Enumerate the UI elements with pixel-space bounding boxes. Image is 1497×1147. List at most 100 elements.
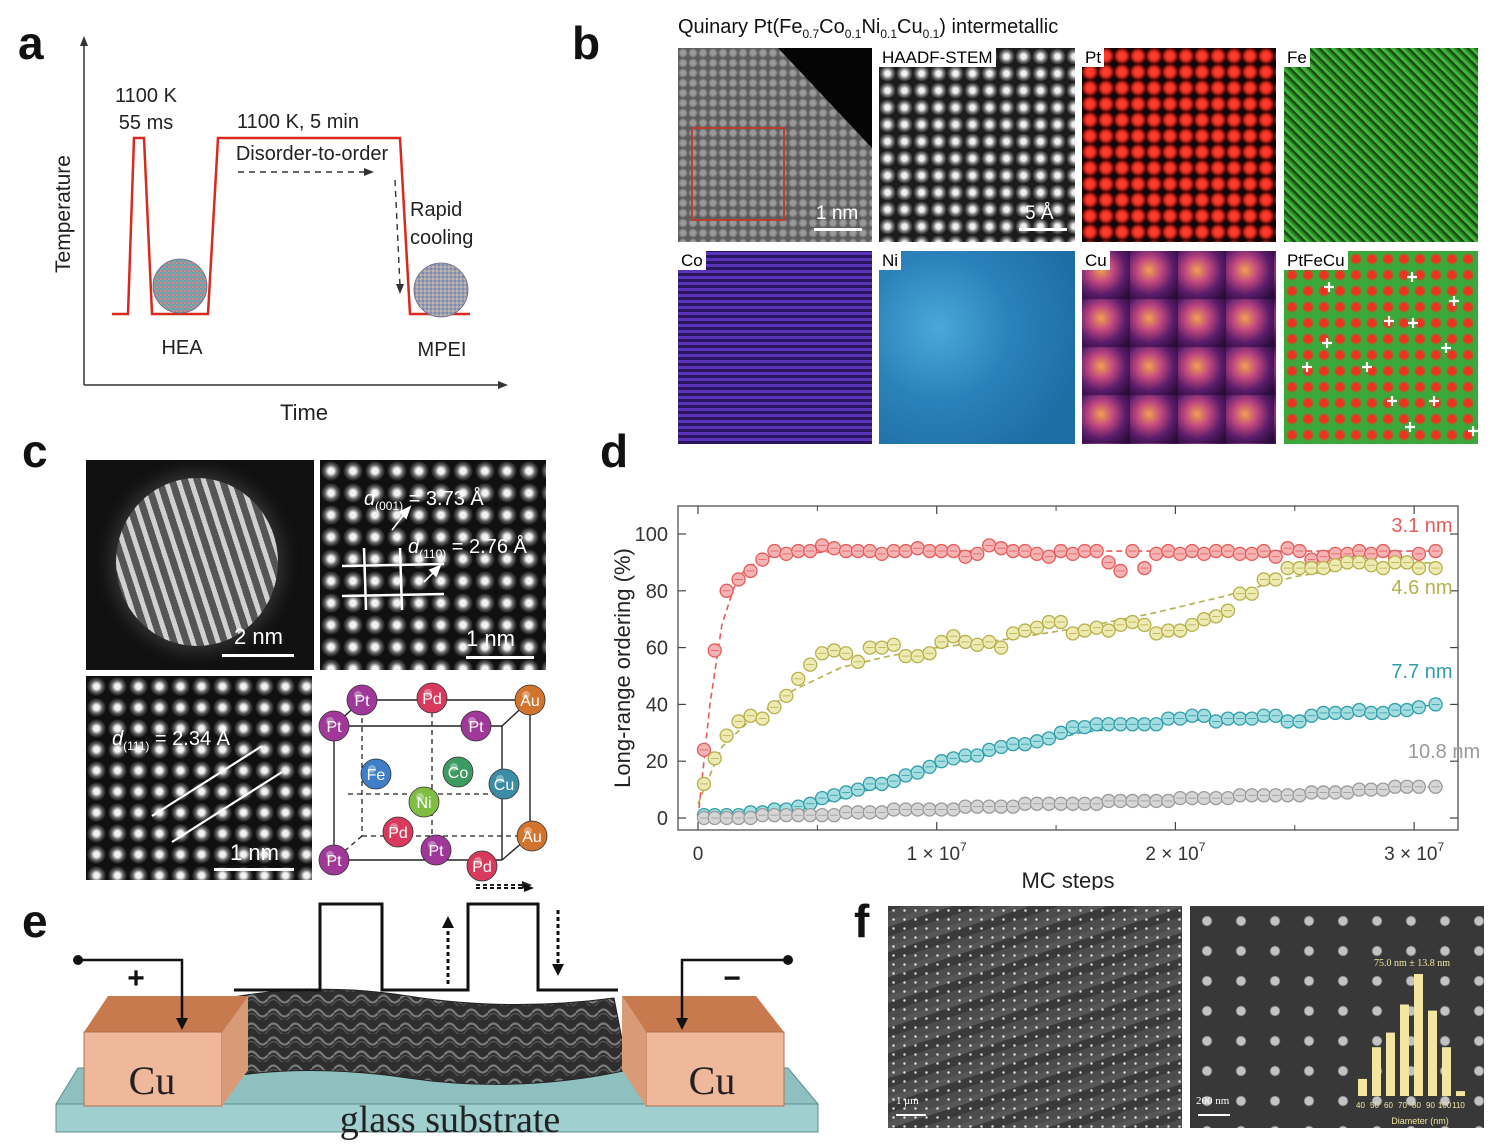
c-atom-label: Co [448,765,469,782]
f-hist-tick: 70 [1398,1101,1407,1110]
c-atom-pt [318,710,350,742]
f-scalebar-1um: 1 μm [896,1095,919,1107]
c-atom-label: Ni [416,795,431,812]
b-tile-label-haadf: HAADF-STEM [879,48,996,67]
f-hist-bar [1372,1047,1381,1096]
b-pt-map: Pt [1082,48,1276,242]
a-hold-text: 1100 K, 5 min [237,111,359,133]
d-series-label: 4.6 nm [1391,577,1452,599]
d-xtick-label: 0 [693,844,704,865]
c-atom-label: Pt [428,843,444,860]
a-hea-label: HEA [161,337,203,359]
d-ytick-label: 40 [646,694,668,716]
d-ytick-label: 80 [646,581,668,603]
f-hist-bar [1400,1004,1409,1096]
c-atom-label: Pt [354,693,370,710]
b-tile-label-pt: Pt [1082,48,1105,67]
b-haadf-tile: HAADF-STEM 5 Å [879,48,1075,242]
panel-label-b: b [572,17,601,69]
a-temperature-profile [112,136,470,316]
b-co-map: Co [678,251,872,444]
e-fabric [207,988,629,1085]
f-hist-tick: 60 [1384,1101,1393,1110]
c-atom-cu [488,768,520,800]
d-fit-line [697,550,1438,819]
panel-label-a: a [18,17,44,69]
d-ytick-label: 100 [635,524,668,546]
c-atom-label: Au [520,693,540,710]
c-scalebar-2nm: 2 nm [234,624,283,649]
b-scalebar-5a: 5 Å [1025,203,1054,224]
a-mpei-label: MPEI [418,339,467,361]
f-hist-tick: 80 [1412,1101,1421,1110]
e-left-cu-label: Cu [129,1058,176,1103]
b-tile-label-cu: Cu [1082,251,1110,270]
c-atom-label: Pt [326,719,342,736]
b-stem-overview: 1 nm [678,48,872,242]
c-scalebar-1nm-b: 1 nm [230,840,279,865]
c-atom-label: Pd [472,859,492,876]
e-right-cu-label: Cu [689,1058,736,1103]
b-fe-map: Fe [1284,48,1478,242]
b-ni-map: Ni [879,251,1075,444]
f-hist-bar [1358,1078,1367,1096]
b-tile-label-ni: Ni [879,251,902,270]
d-ytick-label: 0 [657,808,668,830]
d-xtick-label: 3 × 107 [1384,840,1444,865]
b-tile-label-co: Co [678,251,706,270]
f-size-histogram: 75.0 nm ± 13.8 nm 40 50 60 70 80 90 100 110 Dia… [1356,958,1465,1126]
c-atom-label: Cu [494,777,514,794]
panel-label-f: f [854,895,870,947]
a-process-text: Disorder-to-order [236,143,389,165]
c-scalebar-1nm-a: 1 nm [466,626,515,651]
c-atom-pt [420,834,452,866]
c-d001-label: d(001) = 3.73 Å [364,488,484,513]
a-cooling-text-1: Rapid [410,199,462,221]
c-atom-label: Pd [388,825,408,842]
a-cooling-text-2: cooling [410,227,473,249]
d-ylabel: Long-range ordering (%) [610,548,635,788]
panel-label-d: d [600,425,629,477]
b-title: Quinary Pt(Fe0.7Co0.1Ni0.1Cu0.1) interme… [678,16,1059,41]
b-cross-markers [1302,272,1478,436]
e-substrate-label: glass substrate [340,1099,561,1141]
e-plus-sign: + [127,962,145,995]
c-atom-ni [408,786,440,818]
d-fit-line [697,561,1439,805]
c-lattice-image-2: d(111) = 2.34 Å 1 nm [86,676,312,880]
c-atom-au [514,684,546,716]
d-series-label: 7.7 nm [1391,661,1452,683]
c-lattice-image-1: d(001) = 3.73 Å d(110) = 2.76 Å 1 nm [320,460,546,670]
a-pulse-time: 55 ms [119,112,173,134]
b-tile-label-fe: Fe [1284,48,1310,67]
f-scalebar-200nm: 200 nm [1196,1095,1230,1107]
c-atom-label: Au [522,829,542,846]
c-atom-label: Pt [326,853,342,870]
c-atom-label: Pt [468,719,484,736]
c-atom-pd [466,850,498,882]
d-ytick-label: 60 [646,638,668,660]
d-plot-frame [677,505,1459,831]
f-hist-label: 75.0 nm ± 13.8 nm [1374,958,1450,969]
d-series-label: 3.1 nm [1391,515,1452,537]
e-minus-sign: − [723,962,741,995]
d-xtick-label: 2 × 107 [1145,840,1205,865]
e-device-diagram: + − Cu Cu glass substrate [55,884,820,1141]
d-fit-line [697,703,1439,819]
a-pulse-temp: 1100 K [115,85,178,107]
panel-a-diagram: 1100 K 55 ms 1100 K, 5 min Disorder-to-o… [52,36,508,425]
f-hist-bar [1456,1091,1465,1096]
c-atom-pd [416,682,448,714]
c-atom-co [442,756,474,788]
e-pulse-waveform [234,902,618,992]
c-atom-au [516,820,548,852]
b-tile-label-ptfecu: PtFeCu [1284,251,1348,270]
a-xlabel: Time [280,400,328,425]
c-atom-pt [318,844,350,876]
c-atom-label: Pd [422,691,442,708]
d-ordering-chart: 0 20 40 60 80 100 0 1 × 107 2 × 107 3 × 107 MC ste… [610,505,1480,890]
c-particle-image: 2 nm [86,460,314,670]
panel-label-e: e [22,895,48,947]
c-unit-cell: Pt Pd Au Pt Pt Fe Co Ni Cu Pd Au Pt Pt Pd [318,682,548,889]
c-atom-pt [346,684,378,716]
